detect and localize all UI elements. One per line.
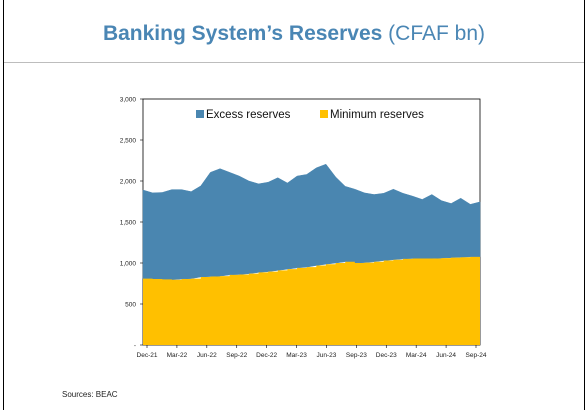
slide-border-left xyxy=(3,0,4,410)
legend-item-excess-reserves: Excess reserves xyxy=(206,109,291,121)
series-area-minimum-reserves xyxy=(143,256,480,345)
chart-legend: Excess reserves Minimum reserves xyxy=(196,109,424,121)
y-tick-label: 3,000 xyxy=(120,97,137,104)
x-tick-label: Mar-23 xyxy=(286,352,307,359)
x-tick-label: Mar-24 xyxy=(406,352,427,359)
slide-title-unit: (CFAF bn) xyxy=(388,22,486,45)
title-divider xyxy=(4,62,584,63)
y-tick-label: 2,000 xyxy=(120,179,137,186)
legend-swatch-excess-reserves xyxy=(196,110,204,118)
slide-border-right xyxy=(584,0,585,410)
x-tick-label: Mar-22 xyxy=(167,352,188,359)
chart-areas xyxy=(142,163,481,345)
x-tick-label: Jun-22 xyxy=(197,352,217,359)
x-tick-label: Sep-22 xyxy=(226,352,247,359)
x-tick-label: Jun-24 xyxy=(436,352,456,359)
legend-swatch-minimum-reserves xyxy=(320,110,328,118)
x-tick-label: Dec-22 xyxy=(256,352,277,359)
y-tick-label: 1,500 xyxy=(120,220,137,227)
y-tick-label: 500 xyxy=(125,302,136,309)
legend-item-minimum-reserves: Minimum reserves xyxy=(330,109,424,121)
x-tick-label: Sep-24 xyxy=(466,352,487,359)
x-tick-label: Dec-21 xyxy=(137,352,158,359)
y-tick-label: 1,000 xyxy=(120,261,137,268)
source-note: Sources: BEAC xyxy=(62,390,118,399)
slide-title-main: Banking System’s Reserves xyxy=(102,22,383,45)
x-tick-label: Dec-23 xyxy=(376,352,397,359)
x-tick-label: Jun-23 xyxy=(317,352,337,359)
slide-title: Banking System’s Reserves (CFAF bn) xyxy=(0,22,588,46)
chart-axes: - 500 1,000 1,500 2,000 2,500 3,000 Dec-21 Mar-2… xyxy=(120,97,487,360)
y-tick-label: - xyxy=(134,343,136,350)
x-tick-label: Sep-23 xyxy=(346,352,367,359)
y-tick-label: 2,500 xyxy=(120,138,137,145)
